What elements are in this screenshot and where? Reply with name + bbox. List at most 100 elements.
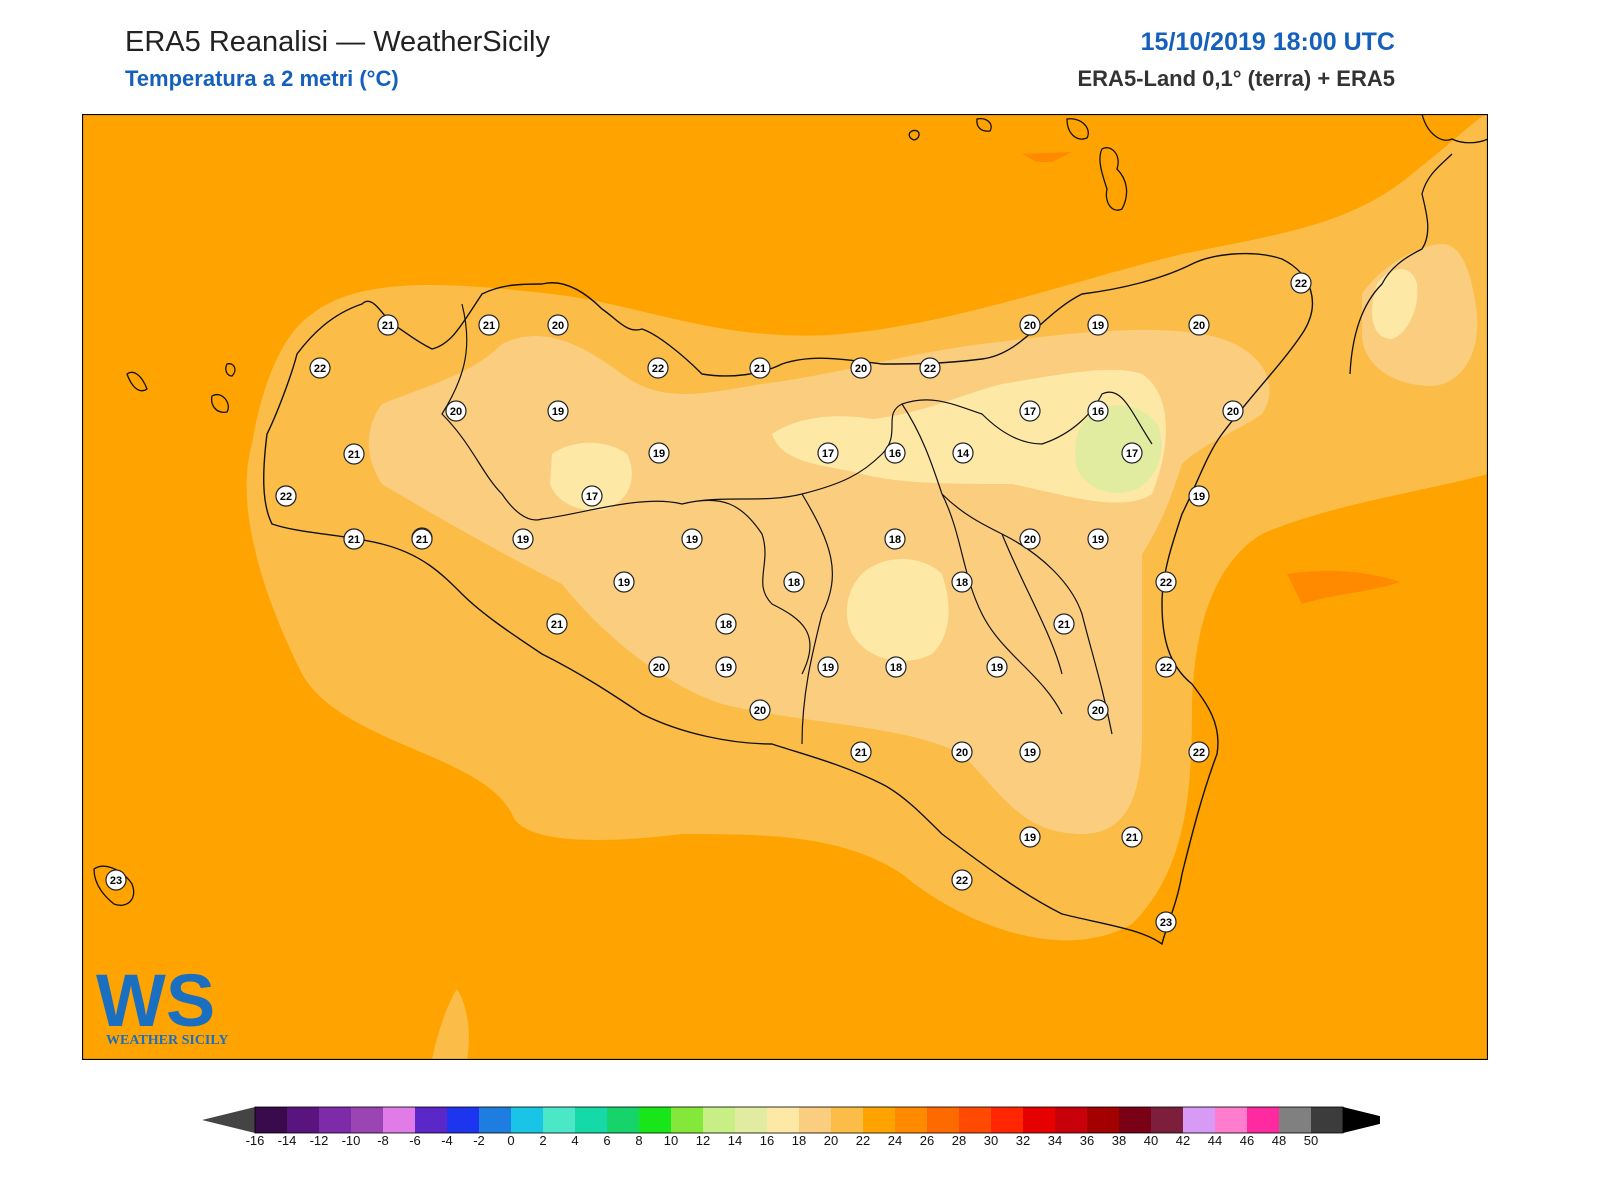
station-circle (648, 656, 670, 678)
colorbar-cell (575, 1107, 607, 1133)
station-circle (1222, 400, 1244, 422)
station-marker: 22 (1155, 656, 1177, 678)
isotherm-band-14-16 (1075, 405, 1162, 493)
station-marker: 19 (715, 656, 737, 678)
isotherm-band-18-20-north (772, 369, 1166, 503)
station-value: 22 (1295, 278, 1307, 290)
station-circle (715, 613, 737, 635)
station-value: 19 (618, 577, 630, 589)
station-marker: 19 (681, 528, 703, 550)
colorbar-outline (254, 1106, 1344, 1134)
isotherm-band-18-20-west (550, 442, 632, 511)
station-value: 17 (1126, 448, 1138, 460)
station-marker: 19 (817, 656, 839, 678)
isotherm-band-24-26-east (1287, 570, 1400, 604)
temperature-map: 21 21 20 22 22 21 20 22 20 19 21 21 21 22 20 19 20 17 16 20… (82, 114, 1488, 1060)
station-circle (546, 613, 568, 635)
station-marker: 19 (613, 571, 635, 593)
colorbar-arrow-high (1343, 1107, 1380, 1133)
station-value: 20 (1193, 320, 1205, 332)
station-value: 21 (1126, 832, 1138, 844)
colorbar-tick-label: -14 (278, 1133, 297, 1145)
station-circle (885, 656, 907, 678)
station-circle (951, 571, 973, 593)
logo-mark: WS (96, 959, 215, 1042)
map-datetime: 15/10/2019 18:00 UTC (1140, 28, 1395, 56)
station-circle (512, 528, 534, 550)
pantelleria-island (93, 865, 135, 906)
station-circle (817, 442, 839, 464)
station-marker: 21 (478, 314, 500, 336)
station-value: 20 (653, 662, 665, 674)
station-marker: 18 (884, 528, 906, 550)
station-marker: 19 (547, 400, 569, 422)
colorbar-cell (415, 1107, 447, 1133)
station-circle (1087, 699, 1109, 721)
colorbar-cell (255, 1107, 287, 1133)
weathersicily-logo: WS WEATHER SICILY (96, 959, 229, 1048)
station-value: 19 (1092, 534, 1104, 546)
station-value: 21 (348, 449, 360, 461)
station-value: 22 (652, 363, 664, 375)
station-circle (952, 442, 974, 464)
colorbar-cell (543, 1107, 575, 1133)
colorbar-tick-label: -8 (377, 1133, 389, 1145)
colorbar-cell (735, 1107, 767, 1133)
station-circle (681, 528, 703, 550)
station-marker: 18 (783, 571, 805, 593)
colorbar-tick-label: 28 (952, 1133, 966, 1145)
station-marker: 19 (986, 656, 1008, 678)
station-value: 20 (956, 747, 968, 759)
colorbar-tick-label: 36 (1080, 1133, 1094, 1145)
station-marker: 18 (951, 571, 973, 593)
colorbar-cell (863, 1107, 895, 1133)
colorbar-tick-label: 22 (856, 1133, 870, 1145)
sicily-coastline (263, 252, 1314, 946)
station-circle (1188, 485, 1210, 507)
colorbar-tick-label: 50 (1304, 1133, 1318, 1145)
station-value: 18 (889, 534, 901, 546)
station-circle (647, 357, 669, 379)
colorbar-cell (1119, 1107, 1151, 1133)
station-value: 18 (720, 619, 732, 631)
colorbar-cell (767, 1107, 799, 1133)
colorbar-cell (831, 1107, 863, 1133)
station-circle (1019, 826, 1041, 848)
isotherm-band-18-20-etna-east (1372, 269, 1418, 339)
station-value: 23 (110, 875, 122, 887)
colorbar-tick-label: 18 (792, 1133, 806, 1145)
colorbar-tick-label: 16 (760, 1133, 774, 1145)
station-value: 22 (280, 491, 292, 503)
colorbar-cell (1087, 1107, 1119, 1133)
station-marker: 21 (1121, 826, 1143, 848)
colorbar-cell (671, 1107, 703, 1133)
colorbar-tick-label: 42 (1176, 1133, 1190, 1145)
colorbar-cell (447, 1107, 479, 1133)
map-subtitle: Temperatura a 2 metri (°C) (125, 66, 399, 91)
station-circle (275, 485, 297, 507)
station-value: 20 (1092, 705, 1104, 717)
station-marker: 20 (1019, 528, 1041, 550)
station-circle (986, 656, 1008, 678)
station-circle (445, 400, 467, 422)
station-marker: 22 (1155, 571, 1177, 593)
colorbar-cell (1247, 1107, 1279, 1133)
station-circle (309, 357, 331, 379)
station-value: 18 (956, 577, 968, 589)
station-marker: 22 (275, 485, 297, 507)
station-value: 21 (855, 747, 867, 759)
station-value: 21 (483, 320, 495, 332)
colorbar-tick-label: -16 (246, 1133, 265, 1145)
station-marker: 16 (884, 442, 906, 464)
colorbar-cell (383, 1107, 415, 1133)
station-marker: 19 (1087, 314, 1109, 336)
station-circle (343, 443, 365, 465)
colorbar-tick-label: 40 (1144, 1133, 1158, 1145)
station-marker: 20 (1087, 699, 1109, 721)
station-circle (377, 314, 399, 336)
colorbar-cell (479, 1107, 511, 1133)
station-value: 22 (1160, 577, 1172, 589)
station-value: 19 (1193, 491, 1205, 503)
station-marker: 17 (1019, 400, 1041, 422)
station-marker: 21 (343, 528, 365, 550)
